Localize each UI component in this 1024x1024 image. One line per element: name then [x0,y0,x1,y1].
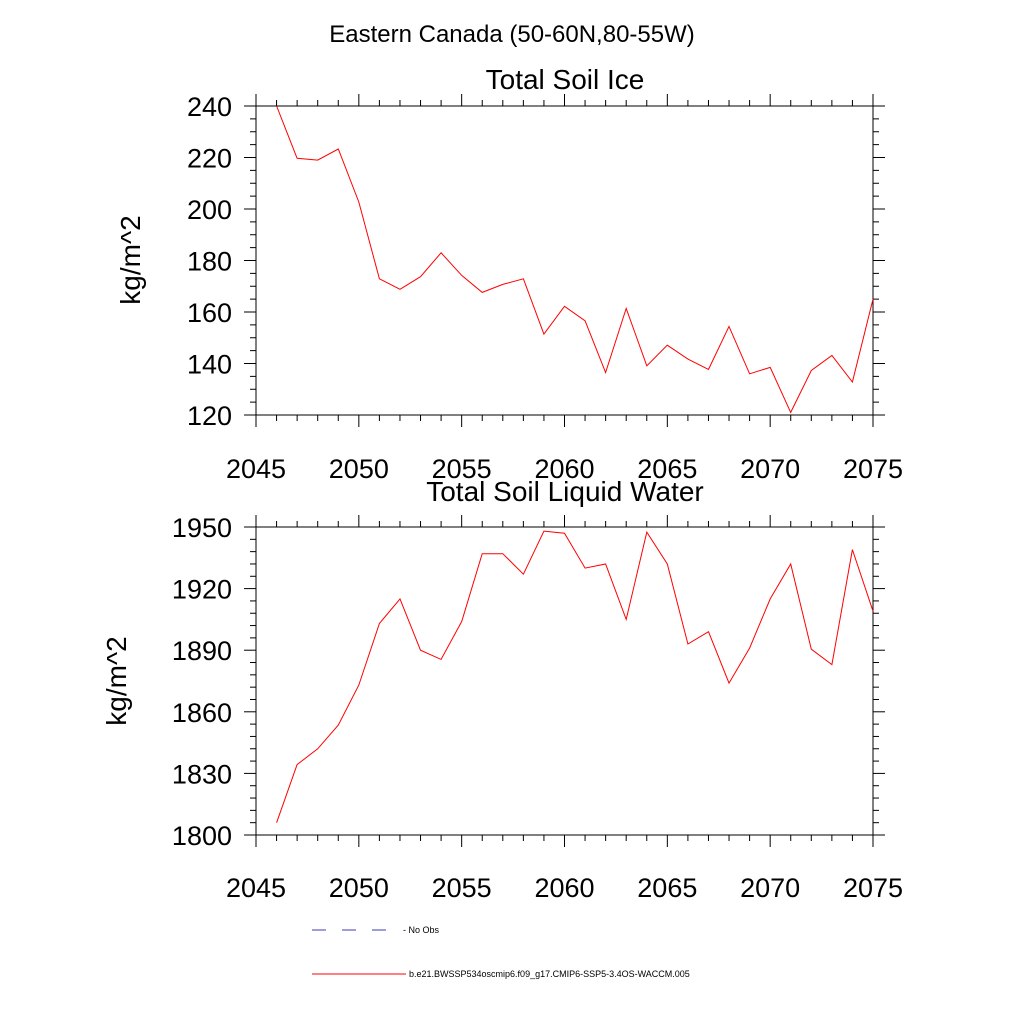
y-tick-labels: 1800 1830 1860 1890 1920 1950 [172,513,232,851]
y-tick-labels: 120 140 160 180 200 220 240 [187,92,232,431]
y-tick-label: 1950 [172,513,232,543]
series-group [276,530,874,823]
legend-label-model: b.e21.BWSSP534oscmip6.f09_g17.CMIP6-SSP5… [409,969,690,979]
y-axis-label: kg/m^2 [101,636,132,725]
x-tick-label: 2070 [740,454,800,484]
y-tick-label: 160 [187,298,232,328]
x-tick-label: 2070 [740,873,800,903]
legend: - No Obs b.e21.BWSSP534oscmip6.f09_g17.C… [312,925,690,979]
axis-ticks [244,515,885,847]
x-tick-label: 2065 [637,873,697,903]
x-tick-label: 2050 [329,454,389,484]
axis-ticks [244,94,885,427]
x-tick-label: 2050 [329,873,389,903]
y-tick-label: 120 [187,401,232,431]
panel-total-soil-ice: Total Soil Ice kg/m^2 120 140 160 180 200 220… [115,64,903,484]
series-line [276,105,874,414]
panel-title: Total Soil Ice [486,64,645,95]
series-line [276,530,874,823]
y-tick-label: 1830 [172,759,232,789]
series-group [276,105,874,414]
x-tick-labels: 2045 2050 2055 2060 2065 2070 2075 [226,873,903,903]
x-tick-label: 2055 [432,454,492,484]
y-tick-label: 220 [187,144,232,174]
legend-label-no-obs: - No Obs [403,925,440,935]
y-tick-label: 240 [187,92,232,122]
y-tick-label: 1920 [172,575,232,605]
y-tick-label: 140 [187,350,232,380]
panel-total-soil-liquid-water: Total Soil Liquid Water kg/m^2 180018301… [101,476,903,903]
x-tick-label: 2055 [432,873,492,903]
x-tick-label: 2045 [226,454,286,484]
x-tick-label: 2045 [226,873,286,903]
x-tick-label: 2075 [843,873,903,903]
x-tick-labels: 2045 2050 2055 2060 2065 2070 2075 [226,454,903,484]
y-tick-label: 1890 [172,636,232,666]
x-tick-label: 2075 [843,454,903,484]
figure-title: Eastern Canada (50-60N,80-55W) [329,21,695,48]
y-tick-label: 200 [187,195,232,225]
y-tick-label: 1800 [172,821,232,851]
x-tick-label: 2065 [637,454,697,484]
y-axis-label: kg/m^2 [115,215,146,304]
y-tick-label: 1860 [172,698,232,728]
panel-title: Total Soil Liquid Water [426,476,704,507]
x-tick-label: 2060 [534,873,594,903]
y-tick-label: 180 [187,247,232,277]
x-tick-label: 2060 [534,454,594,484]
